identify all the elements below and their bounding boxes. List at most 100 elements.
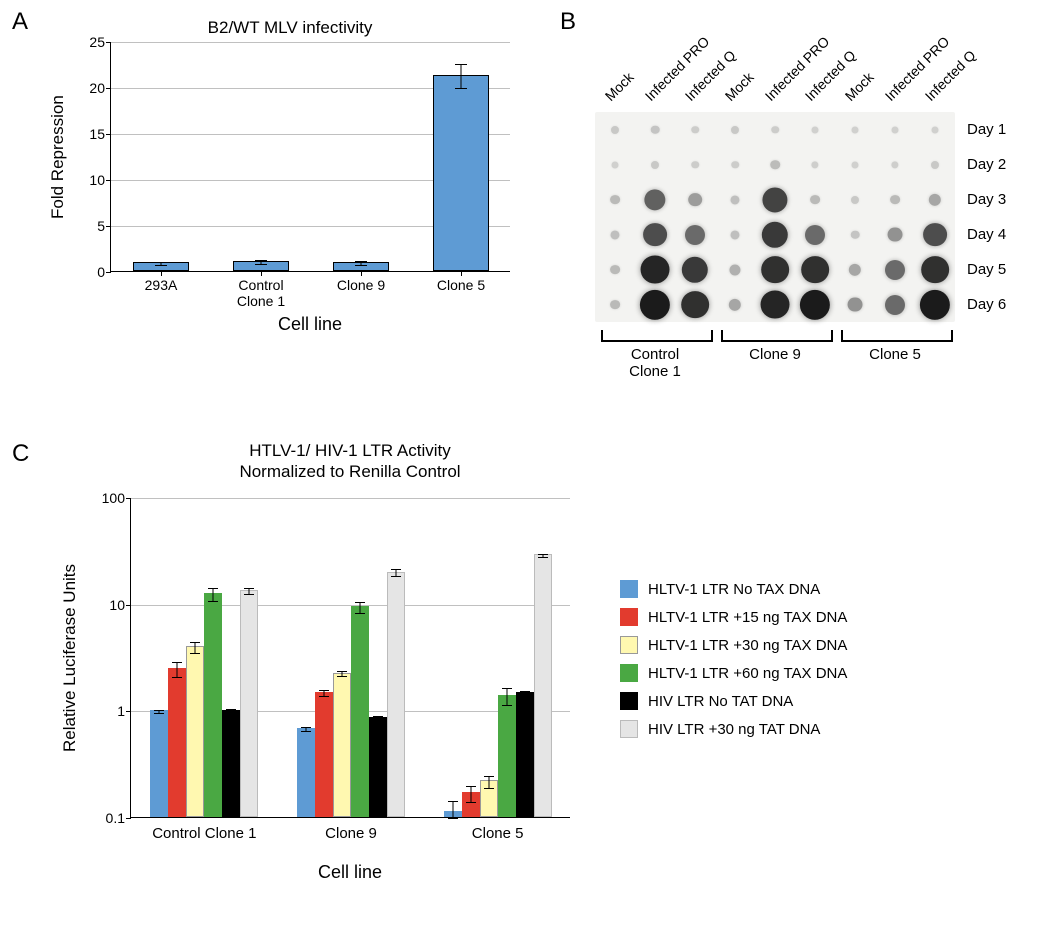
y-tick-label: 0: [97, 264, 105, 280]
panel-a-xlabel: Cell line: [110, 314, 510, 335]
legend-item: HIV LTR +30 ng TAT DNA: [620, 720, 847, 738]
blot-dot: [851, 161, 858, 168]
bar: [433, 75, 489, 271]
x-tick-label: Clone 5: [437, 277, 485, 293]
x-group-label: Control Clone 1: [152, 825, 256, 842]
bar: [150, 710, 168, 817]
panel-a-title: B2/WT MLV infectivity: [30, 18, 550, 38]
blot-dot: [770, 160, 780, 170]
blot-dot: [811, 161, 818, 168]
x-group-label: Clone 9: [325, 825, 377, 842]
blot-dot: [920, 289, 950, 319]
bar: [222, 710, 240, 817]
blot-dot: [851, 126, 858, 133]
panel-a: B2/WT MLV infectivity Fold Repression 05…: [30, 10, 550, 360]
legend-item: HLTV-1 LTR +15 ng TAX DNA: [620, 608, 847, 626]
bar: [186, 646, 204, 817]
bar: [240, 590, 258, 817]
blot-dot: [885, 259, 905, 279]
bar: [333, 673, 351, 817]
blot-dot: [929, 193, 941, 205]
blot-dot: [691, 161, 699, 169]
panel-c-title: HTLV-1/ HIV-1 LTR Activity Normalized to…: [130, 440, 570, 483]
legend-swatch: [620, 692, 638, 710]
legend-label: HLTV-1 LTR +60 ng TAX DNA: [648, 665, 847, 682]
bar: [534, 554, 552, 817]
blot-dot: [761, 290, 790, 319]
blot-row-label: Day 1: [967, 121, 1006, 138]
legend-label: HLTV-1 LTR No TAX DNA: [648, 581, 820, 598]
panel-c-xlabel: Cell line: [130, 862, 570, 883]
blot-dot: [771, 126, 779, 134]
blot-row-label: Day 4: [967, 226, 1006, 243]
blot-dot: [805, 224, 825, 244]
blot-dot: [610, 300, 620, 310]
panel-b: MockInfected PROInfected QMockInfected P…: [565, 12, 1035, 392]
blot-dot: [931, 160, 939, 168]
bar: [516, 692, 534, 817]
blot-dot: [811, 126, 818, 133]
legend-swatch: [620, 636, 638, 654]
bar: [297, 728, 315, 817]
panel-c-plot: Relative Luciferase Units 0.1110100Contr…: [130, 498, 570, 818]
blot-dot: [891, 161, 898, 168]
panel-a-plot: Fold Repression 0510152025293AControl Cl…: [110, 42, 510, 272]
blot-dot: [729, 298, 741, 310]
legend-item: HLTV-1 LTR No TAX DNA: [620, 580, 847, 598]
blot-dot: [888, 227, 903, 242]
blot-dot: [644, 189, 665, 210]
y-tick-label: 1: [117, 703, 125, 719]
bar: [168, 668, 186, 817]
blot-dot: [681, 291, 709, 319]
legend-item: HLTV-1 LTR +30 ng TAX DNA: [620, 636, 847, 654]
panel-c-legend: HLTV-1 LTR No TAX DNA HLTV-1 LTR +15 ng T…: [620, 570, 847, 748]
x-tick-label: Clone 9: [337, 277, 385, 293]
blot-dot: [731, 125, 739, 133]
legend-label: HLTV-1 LTR +15 ng TAX DNA: [648, 609, 847, 626]
bar: [315, 692, 333, 817]
blot-dot: [810, 195, 820, 205]
panel-a-ylabel: Fold Repression: [48, 42, 68, 272]
bar: [387, 572, 405, 817]
blot-dot: [610, 230, 619, 239]
blot-dot: [731, 161, 739, 169]
y-tick-label: 10: [89, 172, 105, 188]
blot-dot: [640, 289, 670, 319]
blot-dot: [851, 230, 860, 239]
panel-c: HTLV-1/ HIV-1 LTR Activity Normalized to…: [30, 440, 1020, 920]
blot-dot: [923, 223, 947, 247]
y-tick-label: 100: [102, 490, 125, 506]
legend-item: HIV LTR No TAT DNA: [620, 692, 847, 710]
blot-dot: [730, 195, 739, 204]
legend-swatch: [620, 720, 638, 738]
panel-a-label: A: [12, 8, 28, 36]
blot-dot: [890, 195, 900, 205]
y-tick-label: 10: [109, 597, 125, 613]
blot-dot: [643, 223, 667, 247]
blot-dot: [762, 187, 787, 212]
y-tick-label: 20: [89, 80, 105, 96]
blot-row-label: Day 5: [967, 261, 1006, 278]
blot-dot: [800, 289, 830, 319]
legend-label: HIV LTR No TAT DNA: [648, 693, 793, 710]
figure-root: A B C B2/WT MLV infectivity Fold Repress…: [0, 0, 1050, 945]
legend-swatch: [620, 664, 638, 682]
blot-dot: [641, 255, 670, 284]
legend-swatch: [620, 580, 638, 598]
blot-dot: [931, 126, 938, 133]
blot-dot: [688, 193, 702, 207]
blot-dot: [685, 224, 705, 244]
blot-dot: [921, 256, 949, 284]
bar: [351, 606, 369, 817]
blot-dot: [849, 263, 861, 275]
blot-dot: [762, 221, 788, 247]
blot-dot: [851, 195, 859, 203]
blot-dot: [611, 125, 619, 133]
blot-dot: [729, 264, 740, 275]
blot-dot: [611, 161, 618, 168]
blot-dot: [848, 297, 863, 312]
blot-dot: [610, 265, 620, 275]
blot-dot: [761, 256, 789, 284]
y-tick-label: 15: [89, 126, 105, 142]
blot-group-label: Control Clone 1: [629, 346, 681, 381]
